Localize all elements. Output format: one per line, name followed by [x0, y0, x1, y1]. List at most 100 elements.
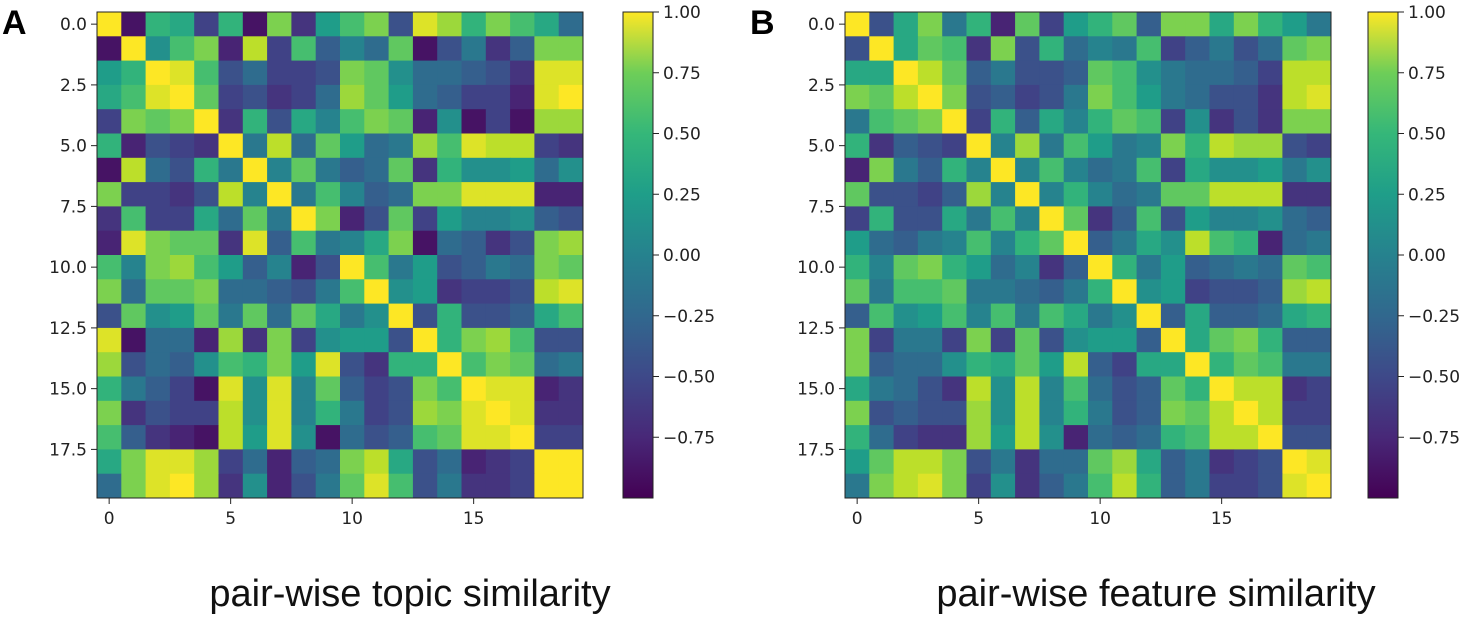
heatmap-cell	[869, 352, 894, 377]
heatmap-b: 0 5 10 15 0.0 2.5 5.0 7.5 10.0 12.5 15.0 17.5	[797, 11, 1332, 529]
heatmap-cell	[291, 60, 317, 86]
heatmap-cell	[893, 352, 919, 377]
heatmap-cell	[1015, 60, 1040, 86]
heatmap-cell	[315, 230, 341, 256]
colorbar-b: 1.00 0.75 0.50 0.25 0.00 −0.25 −0.50 −0.75	[1367, 3, 1460, 499]
heatmap-cell	[267, 109, 292, 134]
y-tick-label: 2.5	[808, 76, 835, 96]
heatmap-cell	[534, 327, 560, 353]
heatmap-cell	[242, 473, 268, 499]
heatmap-cell	[1015, 12, 1040, 37]
heatmap-cell	[845, 109, 870, 134]
heatmap-cell	[1185, 230, 1210, 256]
heatmap-cell	[510, 133, 535, 159]
heatmap-cell	[340, 60, 365, 86]
heatmap-cell	[121, 400, 146, 426]
heatmap-cell	[485, 60, 511, 86]
heatmap-cell	[169, 230, 195, 256]
heatmap-cell	[461, 36, 487, 61]
heatmap-cell	[97, 425, 122, 450]
heatmap-cell	[267, 303, 292, 329]
heatmap-cell	[917, 133, 943, 159]
heatmap-cell	[990, 206, 1016, 232]
x-tick-label: 0	[852, 509, 863, 529]
heatmap-cell	[1136, 60, 1162, 86]
heatmap-cell	[218, 279, 244, 304]
heatmap-cell	[1136, 352, 1162, 377]
heatmap-cell	[388, 206, 414, 232]
heatmap-cell	[1209, 279, 1235, 304]
heatmap-cell	[1063, 182, 1089, 207]
heatmap-cell	[1088, 157, 1113, 183]
heatmap-cell	[340, 255, 365, 280]
heatmap-cell	[1015, 449, 1040, 475]
heatmap-cell	[267, 400, 292, 426]
heatmap-cell	[340, 36, 365, 61]
heatmap-cell	[461, 206, 487, 232]
heatmap-cell	[97, 400, 122, 426]
heatmap-cell	[267, 425, 292, 450]
heatmap-cell	[121, 12, 146, 37]
heatmap-cell	[1233, 109, 1259, 134]
heatmap-cell	[558, 133, 584, 159]
heatmap-cell	[893, 36, 919, 61]
heatmap-cell	[1282, 206, 1308, 232]
heatmap-cell	[218, 230, 244, 256]
heatmap-cell	[267, 327, 292, 353]
heatmap-cell	[315, 376, 341, 402]
heatmap-cell	[1015, 36, 1040, 61]
heatmap-cell	[942, 109, 967, 134]
heatmap-cell	[1258, 12, 1283, 37]
heatmap-cell	[121, 60, 146, 86]
heatmap-cell	[218, 327, 244, 353]
heatmap-cell	[1039, 473, 1065, 499]
heatmap-cell	[315, 425, 341, 450]
heatmap-cell	[340, 230, 365, 256]
heatmap-cell	[461, 157, 487, 183]
heatmap-cell	[893, 12, 919, 37]
heatmap-cell	[315, 327, 341, 353]
heatmap-cell	[1039, 157, 1065, 183]
heatmap-cell	[218, 303, 244, 329]
heatmap-cell	[169, 36, 195, 61]
heatmap-cell	[364, 327, 389, 353]
heatmap-cell	[242, 109, 268, 134]
heatmap-cell	[1306, 12, 1332, 37]
heatmap-cell	[267, 36, 292, 61]
heatmap-cell	[1185, 12, 1210, 37]
heatmap-cell	[510, 449, 535, 475]
heatmap-cell	[845, 84, 870, 110]
heatmap-cell	[1209, 303, 1235, 329]
heatmap-cell	[291, 12, 317, 37]
heatmap-cell	[1063, 230, 1089, 256]
heatmap-cell	[534, 84, 560, 110]
heatmap-cell	[218, 157, 244, 183]
heatmap-cell	[218, 352, 244, 377]
heatmap-cell	[1160, 84, 1186, 110]
heatmap-cell	[267, 255, 292, 280]
heatmap-cell	[1306, 206, 1332, 232]
heatmap-cell	[1160, 157, 1186, 183]
heatmap-cell	[534, 182, 560, 207]
heatmap-cell	[121, 84, 146, 110]
heatmap-cell	[966, 60, 992, 86]
heatmap-cell	[267, 279, 292, 304]
heatmap-cell	[1112, 12, 1137, 37]
heatmap-cell	[1088, 36, 1113, 61]
colorbar-tick-label: 0.50	[663, 125, 701, 145]
heatmap-cell	[169, 109, 195, 134]
heatmap-cell	[1233, 473, 1259, 499]
heatmap-cell	[845, 449, 870, 475]
heatmap-cell	[510, 376, 535, 402]
panel-a: A 0 5 10 15 0.0 2.5 5.0 7.5 10.0 12.5 15.0 17.5 1.0…	[2, 3, 715, 615]
heatmap-cell	[485, 36, 511, 61]
heatmap-cell	[388, 449, 414, 475]
heatmap-cell	[1209, 182, 1235, 207]
heatmap-cell	[1039, 255, 1065, 280]
heatmap-cell	[291, 473, 317, 499]
heatmap-cell	[1063, 36, 1089, 61]
heatmap-cell	[558, 12, 584, 37]
heatmap-cell	[315, 449, 341, 475]
heatmap-cell	[412, 206, 438, 232]
heatmap-cell	[267, 352, 292, 377]
